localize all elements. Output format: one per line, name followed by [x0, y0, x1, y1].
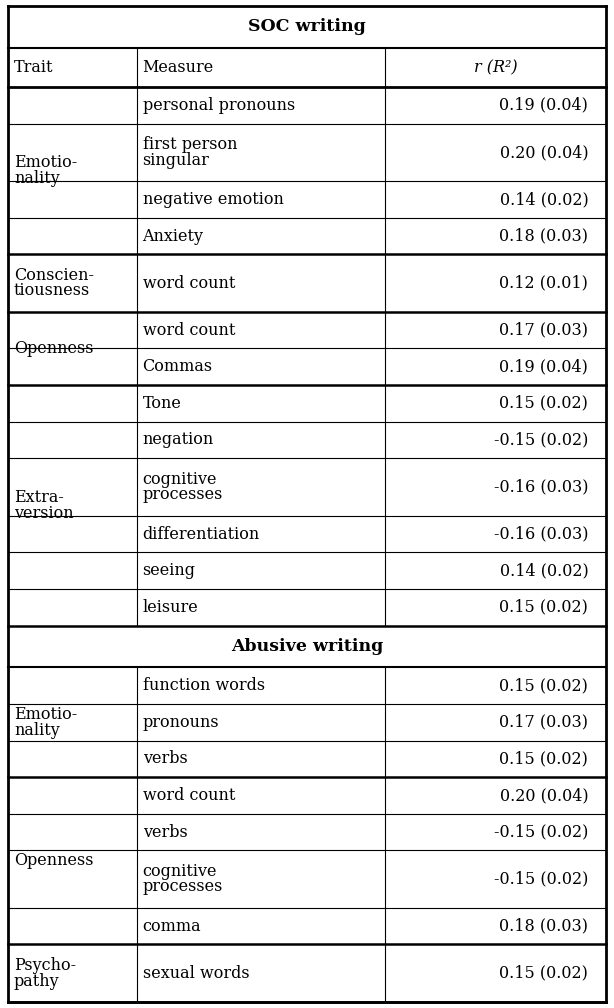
Text: -0.15 (0.02): -0.15 (0.02): [494, 871, 588, 888]
Text: first person: first person: [142, 136, 237, 153]
Text: Openness: Openness: [14, 340, 93, 357]
Text: r (R²): r (R²): [473, 58, 517, 76]
Text: 0.18 (0.03): 0.18 (0.03): [499, 228, 588, 245]
Text: Conscien-: Conscien-: [14, 267, 94, 284]
Text: 0.20 (0.04): 0.20 (0.04): [500, 787, 588, 804]
Text: nality: nality: [14, 722, 60, 739]
Text: -0.15 (0.02): -0.15 (0.02): [494, 431, 588, 449]
Text: singular: singular: [142, 151, 209, 168]
Text: processes: processes: [142, 878, 223, 895]
Text: 0.17 (0.03): 0.17 (0.03): [499, 322, 588, 339]
Text: word count: word count: [142, 787, 235, 804]
Text: 0.15 (0.02): 0.15 (0.02): [499, 965, 588, 982]
Text: Trait: Trait: [14, 58, 53, 76]
Text: Extra-: Extra-: [14, 489, 64, 506]
Text: 0.20 (0.04): 0.20 (0.04): [500, 144, 588, 161]
Text: -0.16 (0.03): -0.16 (0.03): [494, 479, 588, 496]
Text: Measure: Measure: [142, 58, 214, 76]
Text: negative emotion: negative emotion: [142, 191, 284, 208]
Text: 0.17 (0.03): 0.17 (0.03): [499, 714, 588, 731]
Text: 0.14 (0.02): 0.14 (0.02): [500, 191, 588, 208]
Text: function words: function words: [142, 677, 265, 695]
Text: -0.16 (0.03): -0.16 (0.03): [494, 525, 588, 542]
Text: Commas: Commas: [142, 358, 212, 375]
Text: 0.15 (0.02): 0.15 (0.02): [499, 677, 588, 695]
Text: cognitive: cognitive: [142, 863, 217, 880]
Text: seeing: seeing: [142, 562, 196, 580]
Text: verbs: verbs: [142, 750, 187, 767]
Text: differentiation: differentiation: [142, 525, 260, 542]
Text: 0.15 (0.02): 0.15 (0.02): [499, 395, 588, 412]
Text: Emotio-: Emotio-: [14, 154, 77, 171]
Text: processes: processes: [142, 486, 223, 503]
Text: word count: word count: [142, 322, 235, 339]
Text: tiousness: tiousness: [14, 282, 90, 299]
Text: negation: negation: [142, 431, 214, 449]
Text: 0.15 (0.02): 0.15 (0.02): [499, 750, 588, 767]
Text: 0.19 (0.04): 0.19 (0.04): [499, 358, 588, 375]
Text: 0.14 (0.02): 0.14 (0.02): [500, 562, 588, 580]
Text: leisure: leisure: [142, 599, 198, 616]
Text: SOC writing: SOC writing: [248, 18, 366, 35]
Text: Psycho-: Psycho-: [14, 957, 76, 974]
Text: Anxiety: Anxiety: [142, 228, 204, 245]
Text: pronouns: pronouns: [142, 714, 219, 731]
Text: 0.18 (0.03): 0.18 (0.03): [499, 917, 588, 934]
Text: nality: nality: [14, 170, 60, 186]
Text: pathy: pathy: [14, 973, 60, 990]
Text: Tone: Tone: [142, 395, 182, 412]
Text: verbs: verbs: [142, 824, 187, 841]
Text: -0.15 (0.02): -0.15 (0.02): [494, 824, 588, 841]
Text: version: version: [14, 505, 74, 521]
Text: word count: word count: [142, 274, 235, 291]
Text: 0.12 (0.01): 0.12 (0.01): [499, 274, 588, 291]
Text: 0.15 (0.02): 0.15 (0.02): [499, 599, 588, 616]
Text: sexual words: sexual words: [142, 965, 249, 982]
Text: comma: comma: [142, 917, 201, 934]
Text: cognitive: cognitive: [142, 471, 217, 488]
Text: Openness: Openness: [14, 853, 93, 869]
Text: personal pronouns: personal pronouns: [142, 97, 295, 114]
Text: Abusive writing: Abusive writing: [231, 638, 383, 655]
Text: Emotio-: Emotio-: [14, 706, 77, 723]
Text: 0.19 (0.04): 0.19 (0.04): [499, 97, 588, 114]
